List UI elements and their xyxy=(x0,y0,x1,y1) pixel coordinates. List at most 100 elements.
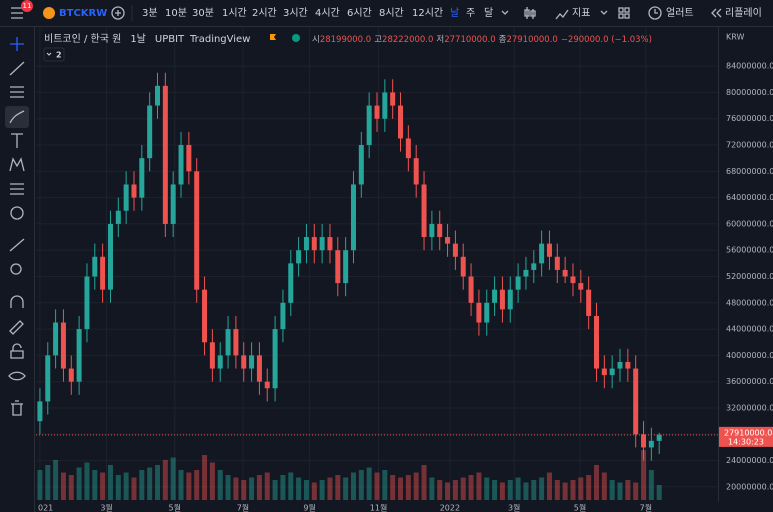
candle-body xyxy=(296,250,302,264)
volume-bar xyxy=(280,475,286,500)
volume-bar xyxy=(468,475,474,500)
brush-tool[interactable] xyxy=(9,110,25,124)
replay-button[interactable] xyxy=(711,8,722,18)
legend-exchange: UPBIT xyxy=(155,34,185,45)
volume-bar xyxy=(546,472,552,500)
interval-button[interactable]: 30분 xyxy=(192,7,214,19)
interval-button[interactable]: 날 xyxy=(450,7,459,19)
symbol[interactable]: BTCKRW xyxy=(59,8,107,19)
volume-bar xyxy=(139,470,145,500)
interval-button[interactable]: 3시간 xyxy=(283,7,308,19)
volume-bar xyxy=(350,472,356,500)
volume-bar xyxy=(554,480,560,500)
alert-button[interactable] xyxy=(648,6,662,20)
candle-body xyxy=(241,355,247,369)
last-price-tag xyxy=(719,426,773,447)
interval-button[interactable]: 4시간 xyxy=(315,7,340,19)
candle-body xyxy=(601,368,607,376)
magnet-tool[interactable] xyxy=(10,295,24,308)
interval-button[interactable]: 1시간 xyxy=(222,7,247,19)
measure-tool[interactable] xyxy=(9,238,25,252)
open-value: 28199000.0 xyxy=(320,35,371,45)
y-tick-label: 36000000.0 xyxy=(726,377,773,386)
volume-bar xyxy=(656,485,662,500)
compare-button[interactable] xyxy=(111,6,125,20)
volume-bar xyxy=(405,475,411,500)
candle-body xyxy=(202,289,208,343)
volume-bar xyxy=(586,475,592,500)
icon-tool[interactable] xyxy=(10,206,24,220)
candle-body xyxy=(280,302,286,330)
trend-line-tool[interactable] xyxy=(9,61,25,76)
lock-tool[interactable] xyxy=(10,343,24,359)
candle-body xyxy=(53,322,59,356)
candle-body xyxy=(437,223,443,238)
candle-body xyxy=(350,184,356,251)
volume-bar xyxy=(382,470,388,500)
indicators-button[interactable] xyxy=(555,9,569,20)
left-toolbar xyxy=(0,27,34,512)
candle-body xyxy=(155,85,161,106)
crosshair-tool[interactable] xyxy=(10,37,24,51)
volume-bar xyxy=(648,470,654,500)
y-tick-label: 40000000.0 xyxy=(726,351,773,360)
candle-body xyxy=(186,145,192,172)
volume-bar xyxy=(288,472,294,500)
chart-type-button[interactable] xyxy=(524,7,536,19)
prediction-tool[interactable] xyxy=(10,183,24,195)
notification-badge xyxy=(21,0,33,12)
stay-drawing-tool[interactable] xyxy=(9,320,24,335)
interval-button[interactable]: 6시간 xyxy=(347,7,372,19)
alert-label[interactable]: 얼러트 xyxy=(666,7,694,19)
interval-button[interactable]: 3분 xyxy=(142,7,158,19)
menu-button[interactable] xyxy=(11,7,23,19)
interval-button[interactable]: 주 xyxy=(466,8,475,19)
fib-tool[interactable] xyxy=(10,86,24,98)
interval-button[interactable]: 2시간 xyxy=(252,7,277,19)
replay-label[interactable]: 리플레이 xyxy=(725,7,762,19)
volume-bar xyxy=(53,460,59,500)
volume-bar xyxy=(484,477,490,500)
interval-button[interactable]: 8시간 xyxy=(379,7,404,19)
volume-bar xyxy=(37,470,43,500)
volume-bar xyxy=(60,472,66,500)
volume-bar xyxy=(633,482,639,500)
remove-tool[interactable] xyxy=(11,400,23,416)
candle-body xyxy=(123,184,129,211)
volume-bar xyxy=(296,477,302,500)
candle-body xyxy=(562,269,568,277)
candle-body xyxy=(617,361,623,369)
volume-bar xyxy=(421,465,427,500)
candle-body xyxy=(413,158,419,185)
collapse-button[interactable] xyxy=(43,47,65,62)
y-tick-label: 52000000.0 xyxy=(726,272,773,281)
volume-bar xyxy=(131,477,137,500)
candle-body xyxy=(531,263,537,270)
candle-body xyxy=(398,105,404,139)
candle-body xyxy=(68,368,74,382)
candle-body xyxy=(609,368,615,376)
last-price-label: 27910000.0 xyxy=(724,428,772,437)
candle-body xyxy=(515,276,521,290)
candle-body xyxy=(139,158,145,198)
text-tool[interactable] xyxy=(11,133,23,148)
candle-body xyxy=(445,237,451,244)
indicators-dropdown[interactable] xyxy=(600,10,608,15)
interval-button[interactable]: 달 xyxy=(484,7,493,19)
layout-button[interactable] xyxy=(618,7,630,19)
volume-bar xyxy=(390,475,396,500)
indicators-label[interactable]: 지표 xyxy=(572,7,590,19)
candle-body xyxy=(452,243,458,257)
pattern-tool[interactable] xyxy=(9,157,25,172)
interval-dropdown[interactable] xyxy=(501,10,509,15)
hide-tool[interactable] xyxy=(8,371,26,381)
candle-body xyxy=(194,171,200,290)
zoom-tool[interactable] xyxy=(10,263,22,275)
low-value: 27710000.0 xyxy=(444,35,495,45)
volume-bar xyxy=(107,465,113,500)
interval-button[interactable]: 10분 xyxy=(165,7,187,19)
interval-button[interactable]: 12시간 xyxy=(412,7,443,19)
candle-body xyxy=(476,302,482,323)
volume-bar xyxy=(233,477,239,500)
